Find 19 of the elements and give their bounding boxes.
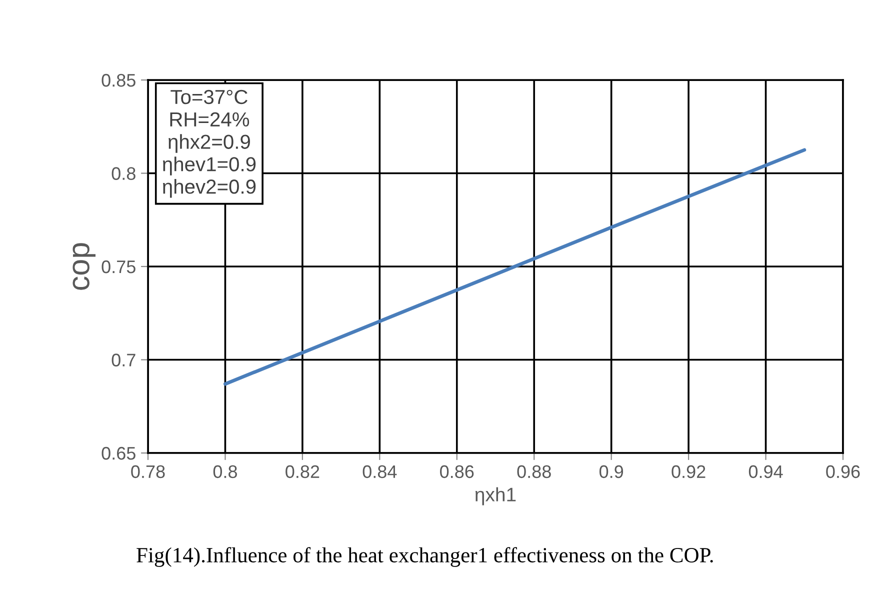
annotation: To=37°C RH=24% ηhx2=0.9 ηhev1=0.9 ηhev2=0.9 [162, 90, 256, 198]
x-tick-label: 0.8 [213, 465, 237, 478]
text: Fig(14).Influence of the heat exchanger1 effectiveness on the COP. [136, 547, 713, 567]
y-tick-label: 0.65 [102, 446, 136, 460]
x-tick-label: 0.84 [362, 465, 397, 478]
x-tick-label: 0.96 [826, 465, 860, 478]
y-tick-label: 0.75 [102, 260, 136, 274]
x-tick-label: 0.82 [286, 465, 320, 478]
y-axis-title: cop [72, 243, 96, 290]
y-tick-label: 0.85 [102, 74, 136, 87]
x-tick-label: 0.94 [748, 465, 783, 478]
x-tick-label: 0.92 [672, 465, 706, 478]
x-axis-title: ηxh1 [475, 487, 516, 506]
x-tick-label: 0.9 [599, 465, 624, 478]
x-tick-label: 0.86 [440, 465, 474, 478]
y-tick-label: 0.7 [112, 354, 136, 366]
x-tick-label: 0.78 [131, 465, 165, 478]
x-tick-label: 0.88 [517, 465, 551, 478]
y-tick-label: 0.8 [112, 167, 136, 180]
